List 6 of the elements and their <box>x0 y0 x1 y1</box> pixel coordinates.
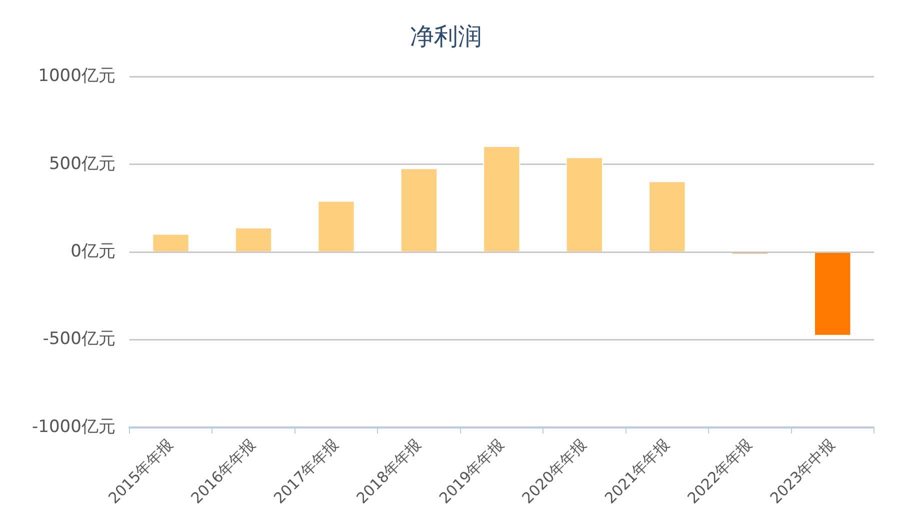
y-tick-label: 500亿元 <box>48 154 116 174</box>
chart-title: 净利润 <box>410 22 482 51</box>
y-tick-label: -500亿元 <box>42 329 116 350</box>
y-tick-label: 1000亿元 <box>38 66 116 86</box>
y-tick-label: 0亿元 <box>70 242 116 262</box>
y-tick-label: -1000亿元 <box>32 416 116 437</box>
